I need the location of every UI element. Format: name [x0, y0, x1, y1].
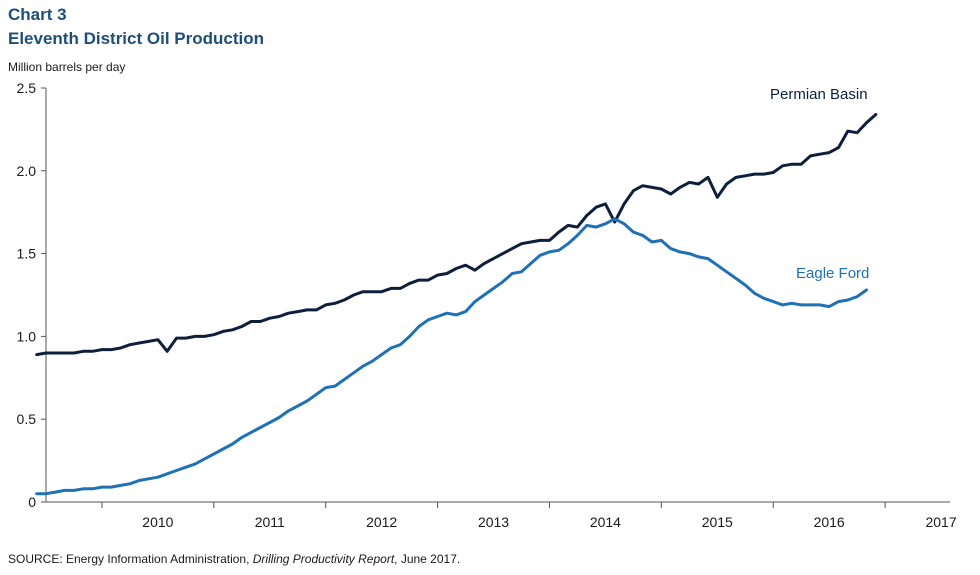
y-tick-label: 2.0 — [17, 163, 37, 179]
x-tick-label: 2015 — [702, 514, 733, 530]
x-tick-label: 2010 — [142, 514, 173, 530]
y-axis-ticks: 0 0.5 1.0 1.5 2.0 2.5 — [17, 80, 46, 510]
source-note: SOURCE: Energy Information Administratio… — [8, 552, 460, 566]
y-axis-unit-label: Million barrels per day — [8, 60, 126, 74]
x-tick-label: 2011 — [255, 514, 285, 530]
series-label-permian-basin: Permian Basin — [770, 86, 868, 103]
x-tick-label: 2016 — [814, 514, 845, 530]
x-tick-label: 2014 — [590, 514, 621, 530]
y-tick-label: 2.5 — [17, 80, 37, 96]
series-line-eagle-ford — [35, 217, 868, 496]
source-suffix: , June 2017. — [394, 552, 461, 566]
y-tick-label: 0.5 — [17, 411, 37, 427]
series-label-eagle-ford: Eagle Ford — [796, 265, 869, 282]
x-tick-label: 2017 — [925, 514, 956, 530]
source-prefix: SOURCE: Energy Information Administratio… — [8, 552, 253, 566]
x-axis-ticks: 2010 2011 2012 2013 2014 2015 2016 2017 — [101, 502, 957, 530]
x-tick-label: 2012 — [366, 514, 397, 530]
y-tick-label: 0 — [28, 494, 36, 510]
series-line-permian-basin — [35, 113, 878, 357]
chart-title: Eleventh District Oil Production — [8, 29, 264, 48]
chart-number: Chart 3 — [8, 5, 67, 24]
source-report-title: Drilling Productivity Report — [252, 552, 395, 566]
y-tick-label: 1.5 — [17, 246, 37, 262]
series-lines — [35, 113, 878, 496]
y-tick-label: 1.0 — [17, 328, 37, 344]
chart-axes — [45, 88, 950, 503]
x-tick-label: 2013 — [478, 514, 509, 530]
